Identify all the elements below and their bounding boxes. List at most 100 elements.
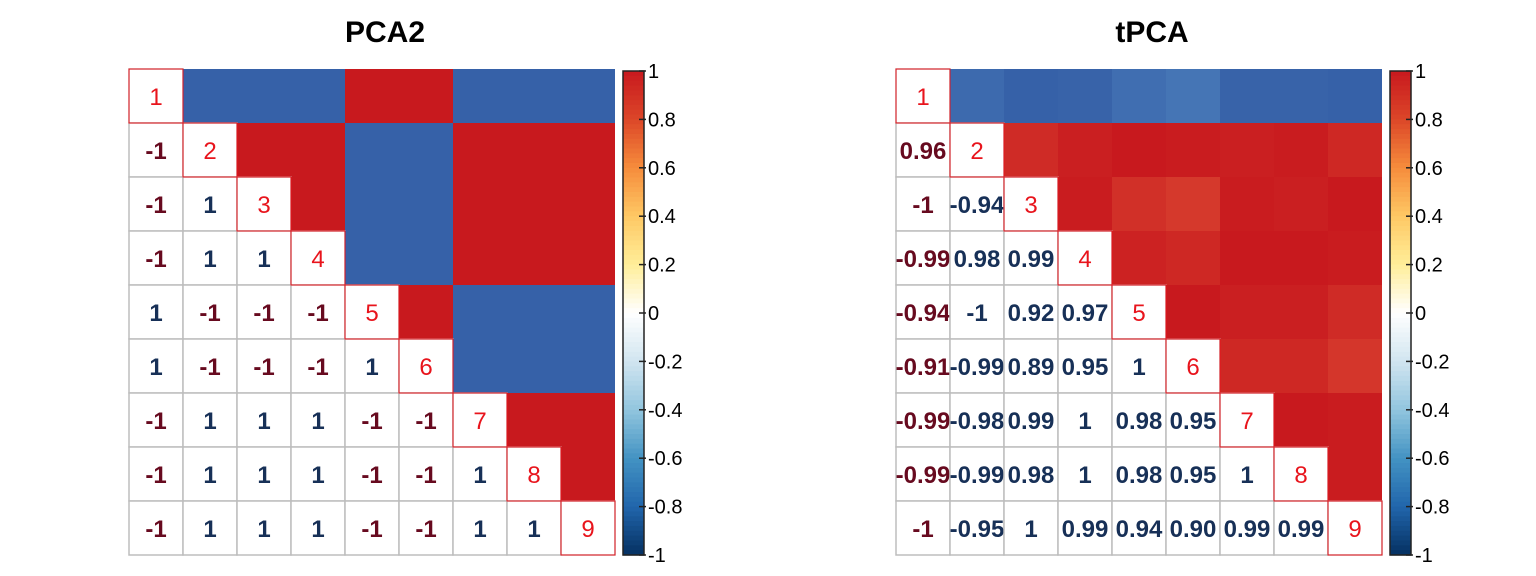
heat-cell-4-6 (1166, 231, 1220, 285)
heat-cell-3-6 (399, 177, 453, 231)
corr-label-6-3: -1 (253, 354, 274, 381)
corr-label-7-2: 1 (203, 408, 216, 435)
corr-label-7-4: 1 (1078, 408, 1091, 435)
value-cell-7-1 (895, 392, 951, 448)
colorbar-tick-label: 0.4 (1415, 206, 1443, 228)
value-cell-9-2 (949, 500, 1005, 556)
value-cell-8-1 (895, 446, 951, 502)
chart-title: tPCA (1115, 16, 1188, 49)
heat-cell-2-7 (453, 123, 507, 177)
heat-cell-4-8 (1274, 231, 1328, 285)
value-cell-9-6 (398, 500, 454, 556)
value-cell-7-6 (398, 392, 454, 448)
heat-cell-5-6 (1166, 285, 1220, 339)
corr-label-8-4: 1 (311, 462, 324, 489)
corr-label-8-3: 0.98 (1008, 462, 1055, 489)
heat-cell-4-9 (561, 231, 615, 285)
heat-cell-6-8 (1274, 339, 1328, 393)
colorbar-tick-label: 0.6 (1415, 158, 1443, 180)
corr-label-7-3: 1 (257, 408, 270, 435)
heat-cell-2-6 (1166, 123, 1220, 177)
colorbar-tick-label: 1 (1415, 61, 1426, 83)
corr-label-8-6: 0.95 (1170, 462, 1217, 489)
colorbar-tick-label: -0.8 (648, 497, 682, 519)
corr-label-2-1: -1 (145, 138, 166, 165)
corr-label-9-6: -1 (415, 516, 436, 543)
corr-label-9-6: 0.90 (1170, 516, 1217, 543)
heat-cell-1-5 (1112, 69, 1166, 123)
corr-label-6-1: -0.91 (896, 354, 951, 381)
diag-border-6 (398, 338, 454, 394)
heat-cell-5-9 (1328, 285, 1382, 339)
heat-cell-6-8 (507, 339, 561, 393)
diag-label-9: 9 (1348, 516, 1361, 543)
diag-label-7: 7 (473, 408, 486, 435)
diag-border-6 (1165, 338, 1221, 394)
heat-cell-2-6 (399, 123, 453, 177)
corr-label-9-7: 1 (473, 516, 486, 543)
corr-label-3-1: -1 (145, 192, 166, 219)
heat-cell-1-4 (1058, 69, 1112, 123)
colorbar-tick-label: -1 (1415, 545, 1433, 567)
diag-label-3: 3 (257, 192, 270, 219)
heat-cell-3-7 (1220, 177, 1274, 231)
heat-cell-7-8 (507, 393, 561, 447)
value-cell-7-5 (1111, 392, 1167, 448)
heat-cell-3-9 (1328, 177, 1382, 231)
corr-label-5-2: -1 (199, 300, 220, 327)
colorbar-tick-label: -0.4 (1415, 400, 1449, 422)
corr-label-5-3: -1 (253, 300, 274, 327)
diag-border-7 (452, 392, 508, 448)
corr-label-3-2: 1 (203, 192, 216, 219)
value-cell-6-3 (1003, 338, 1059, 394)
diag-border-3 (1003, 176, 1059, 232)
corr-label-6-3: 0.89 (1008, 354, 1055, 381)
heat-cell-3-4 (1058, 177, 1112, 231)
colorbar-tick-label: -1 (648, 545, 666, 567)
diag-label-9: 9 (581, 516, 594, 543)
diag-border-2 (182, 122, 238, 178)
value-cell-6-4 (290, 338, 346, 394)
colorbar-tick-label: -0.6 (1415, 448, 1449, 470)
diag-border-9 (560, 500, 616, 556)
heat-cell-3-4 (291, 177, 345, 231)
heat-cell-1-7 (453, 69, 507, 123)
heat-cell-4-8 (507, 231, 561, 285)
value-cell-9-9 (560, 500, 616, 556)
heat-cell-4-6 (399, 231, 453, 285)
corr-label-4-1: -0.99 (896, 246, 951, 273)
heat-cell-3-8 (507, 177, 561, 231)
diag-label-5: 5 (1132, 300, 1145, 327)
value-cell-6-1 (895, 338, 951, 394)
corr-label-9-8: 0.99 (1278, 516, 1325, 543)
colorbar-tick-label: 0 (648, 303, 659, 325)
diag-border-1 (895, 68, 951, 124)
colorbar-tick-label: 1 (648, 61, 659, 83)
diag-border-8 (1273, 446, 1329, 502)
corr-label-5-1: -0.94 (896, 300, 951, 327)
corr-label-6-5: 1 (365, 354, 378, 381)
heat-cell-1-5 (345, 69, 399, 123)
value-cell-6-5 (344, 338, 400, 394)
value-cell-3-1 (895, 176, 951, 232)
heat-cell-1-6 (399, 69, 453, 123)
heat-cell-2-5 (1112, 123, 1166, 177)
corr-label-5-3: 0.92 (1008, 300, 1055, 327)
heat-cell-2-7 (1220, 123, 1274, 177)
corr-label-6-2: -1 (199, 354, 220, 381)
corr-label-8-2: 1 (203, 462, 216, 489)
diag-border-5 (344, 284, 400, 340)
corr-label-8-7: 1 (1240, 462, 1253, 489)
corr-label-9-2: 1 (203, 516, 216, 543)
heat-cell-6-9 (1328, 339, 1382, 393)
colorbar-tick-label: -0.6 (648, 448, 682, 470)
corr-label-5-1: 1 (149, 300, 162, 327)
heat-cell-8-9 (561, 447, 615, 501)
corr-label-7-1: -0.99 (896, 408, 951, 435)
diag-label-7: 7 (1240, 408, 1253, 435)
value-cell-8-8 (506, 446, 562, 502)
corr-label-4-3: 1 (257, 246, 270, 273)
corr-label-8-5: -1 (361, 462, 382, 489)
corr-label-9-8: 1 (527, 516, 540, 543)
colorbar-tick-label: 0 (1415, 303, 1426, 325)
